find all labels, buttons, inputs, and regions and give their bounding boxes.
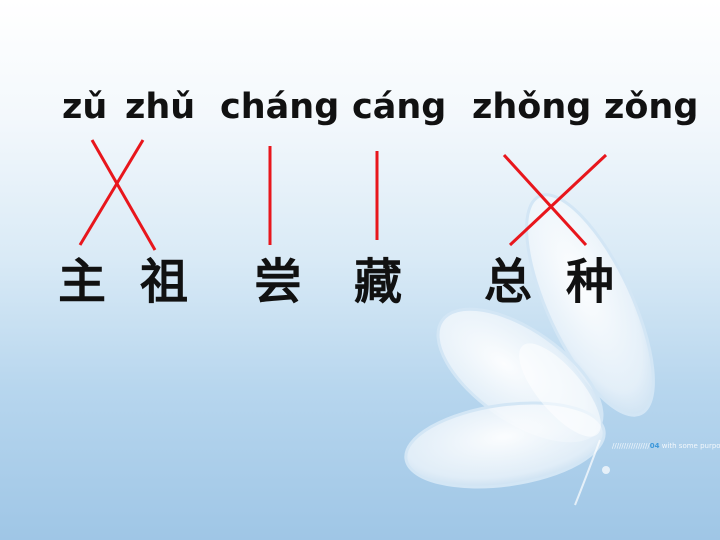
hanzi-zu: 祖 [140,254,189,310]
pinyin-chang: cháng [220,87,340,127]
flower-dot [602,466,610,474]
pinyin-cang: cáng [352,87,447,127]
pinyin-zong: zǒng [604,87,699,127]
pinyin-zhu: zhǔ [125,87,196,127]
watermark-tagline: ////////////////04 with some purpose [612,442,720,450]
petal [525,193,655,417]
flower-stem [574,439,601,506]
watermark-accent: 04 [649,442,660,450]
petal [404,401,606,489]
pinyin-zu: zǔ [62,87,108,127]
watermark-text: with some purpose [661,442,720,450]
watermark-prefix: //////////////// [612,442,650,450]
pinyin-zhong: zhǒng [472,87,592,127]
hanzi-zong: 总 [484,254,533,310]
connector-zhu-to-zhu-char [78,139,145,246]
hanzi-zhu: 主 [58,254,107,310]
hanzi-chang: 尝 [254,254,303,310]
connector-zong-to-zong-char [508,153,608,247]
connector-zhong-to-zhong-char [502,153,588,247]
hanzi-cang: 藏 [354,254,403,310]
connector-zu-to-zu-char [90,139,157,251]
hanzi-zhong: 种 [566,254,615,310]
petal-inner [519,343,601,437]
